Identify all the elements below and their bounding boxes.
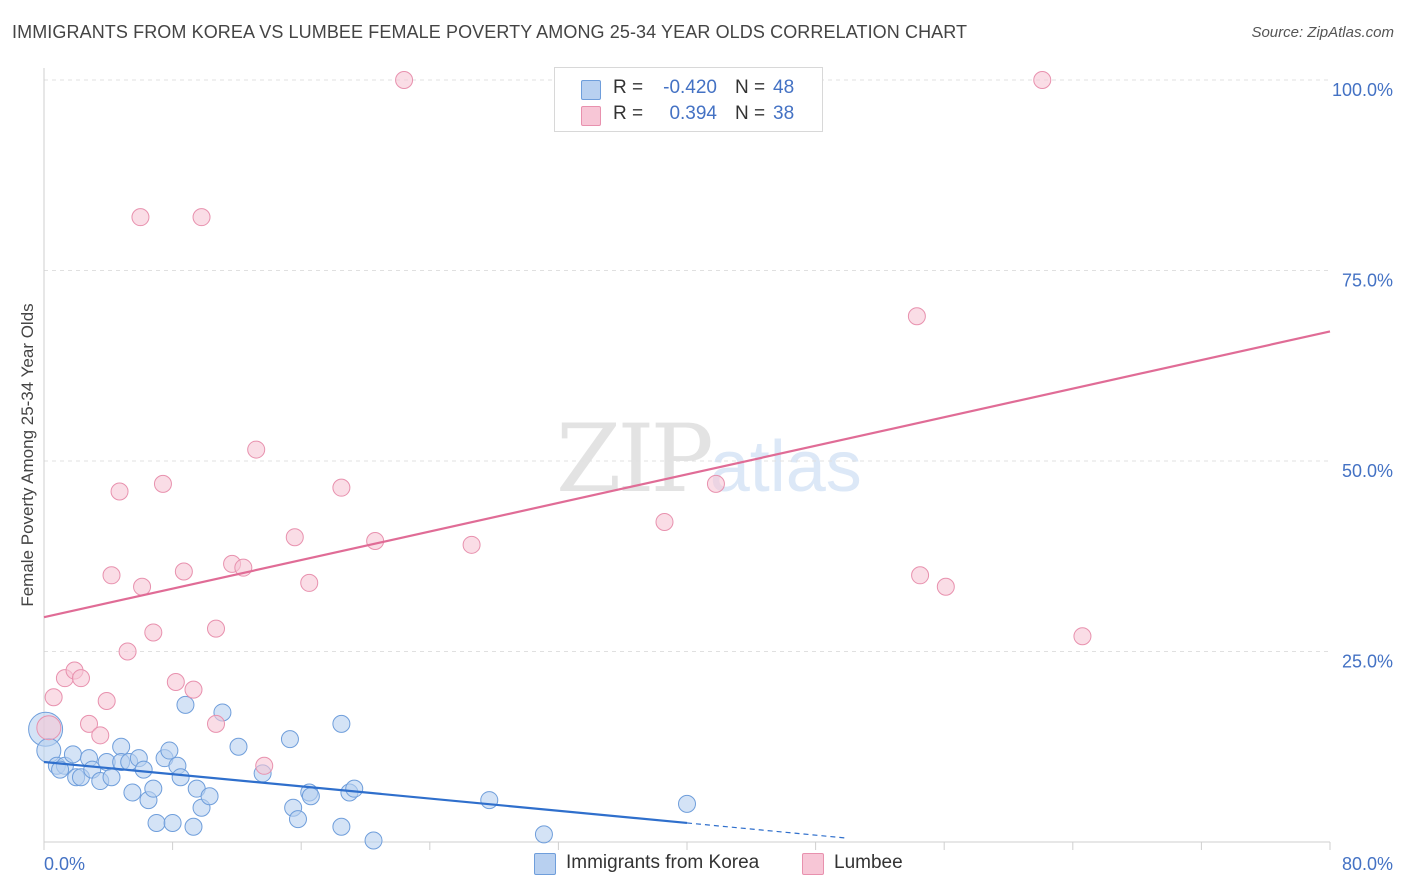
chart-title: IMMIGRANTS FROM KOREA VS LUMBEE FEMALE P… <box>12 22 968 42</box>
legend-r-value: -0.420 <box>663 77 717 98</box>
data-point-lumbee <box>97 692 116 711</box>
legend-r-value: 0.394 <box>669 103 717 124</box>
data-point-lumbee <box>300 573 319 592</box>
data-point-korea <box>301 787 320 806</box>
y-tick-label: 75.0% <box>1342 271 1393 291</box>
data-point-korea <box>51 760 70 779</box>
data-point-lumbee <box>144 623 163 642</box>
data-point-korea <box>345 779 364 798</box>
data-point-lumbee <box>102 566 121 585</box>
data-point-korea <box>163 813 182 832</box>
data-point-korea <box>176 695 195 714</box>
legend-row-korea: R = -0.420 N = 48 <box>555 76 822 104</box>
data-point-lumbee <box>118 642 137 661</box>
data-point-lumbee <box>174 562 193 581</box>
data-point-korea <box>288 810 307 829</box>
data-point-korea <box>144 779 163 798</box>
data-point-korea <box>63 745 82 764</box>
trend-line-extension-korea <box>686 822 848 839</box>
data-point-lumbee <box>80 714 99 733</box>
chart-source: Source: ZipAtlas.com <box>1251 24 1394 41</box>
data-point-korea <box>184 817 203 836</box>
data-point-lumbee <box>911 566 930 585</box>
legend-swatch-lumbee <box>581 106 601 126</box>
x-tick-label: 0.0% <box>44 854 85 874</box>
bottom-legend-label-lumbee: Lumbee <box>834 852 903 873</box>
data-point-lumbee <box>36 715 62 741</box>
data-point-korea <box>147 813 166 832</box>
legend-row-lumbee: R = 0.394 N = 38 <box>555 102 822 130</box>
data-point-korea <box>134 760 153 779</box>
trend-line-lumbee <box>43 330 1331 619</box>
data-point-lumbee <box>706 474 725 493</box>
bottom-legend-swatch-lumbee <box>802 853 824 875</box>
data-point-lumbee <box>131 208 150 227</box>
x-tick-label: 80.0% <box>1342 854 1393 874</box>
bottom-legend-swatch-korea <box>534 853 556 875</box>
data-point-lumbee <box>207 619 226 638</box>
legend-n-value: 38 <box>773 103 795 124</box>
data-point-lumbee <box>192 208 211 227</box>
legend-n-label: N = <box>735 103 766 124</box>
data-point-lumbee <box>247 440 266 459</box>
data-point-lumbee <box>91 726 110 745</box>
y-tick-label: 50.0% <box>1342 461 1393 481</box>
data-point-korea <box>102 768 121 787</box>
legend-r-label: R = <box>613 77 644 98</box>
data-point-lumbee <box>71 669 90 688</box>
y-tick-label: 100.0% <box>1332 80 1393 100</box>
data-point-korea <box>534 825 553 844</box>
y-tick-label: 25.0% <box>1342 652 1393 672</box>
data-point-lumbee <box>655 512 674 531</box>
data-point-lumbee <box>936 577 955 596</box>
data-point-lumbee <box>332 478 351 497</box>
data-point-lumbee <box>1033 71 1052 89</box>
data-point-lumbee <box>110 482 129 501</box>
data-point-lumbee <box>1073 627 1092 646</box>
data-point-korea <box>280 730 299 749</box>
data-point-korea <box>229 737 248 756</box>
data-point-lumbee <box>395 71 414 89</box>
bottom-legend-label-korea: Immigrants from Korea <box>566 852 760 873</box>
data-point-lumbee <box>184 680 203 699</box>
data-point-korea <box>364 831 383 850</box>
legend-n-label: N = <box>735 77 766 98</box>
data-point-lumbee <box>907 307 926 326</box>
data-point-korea <box>123 783 142 802</box>
data-point-korea <box>332 817 351 836</box>
data-point-lumbee <box>255 756 274 775</box>
data-point-korea <box>171 768 190 787</box>
data-point-lumbee <box>153 474 172 493</box>
stats-legend: R = -0.420 N = 48 R = 0.394 N = 38 <box>554 67 823 132</box>
data-point-korea <box>200 787 219 806</box>
data-point-korea <box>112 737 131 756</box>
data-point-lumbee <box>133 577 152 596</box>
data-point-korea <box>678 794 696 813</box>
data-point-korea <box>160 741 179 760</box>
data-point-lumbee <box>166 672 185 691</box>
data-point-lumbee <box>285 528 304 547</box>
legend-n-value: 48 <box>773 77 795 98</box>
data-point-lumbee <box>462 535 481 554</box>
data-point-lumbee <box>366 532 385 551</box>
legend-swatch-korea <box>581 80 601 100</box>
data-point-korea <box>332 714 351 733</box>
data-point-lumbee <box>44 688 63 707</box>
legend-r-label: R = <box>613 103 644 124</box>
data-point-lumbee <box>207 714 226 733</box>
trend-line-korea <box>43 760 688 825</box>
data-point-korea <box>480 791 499 810</box>
